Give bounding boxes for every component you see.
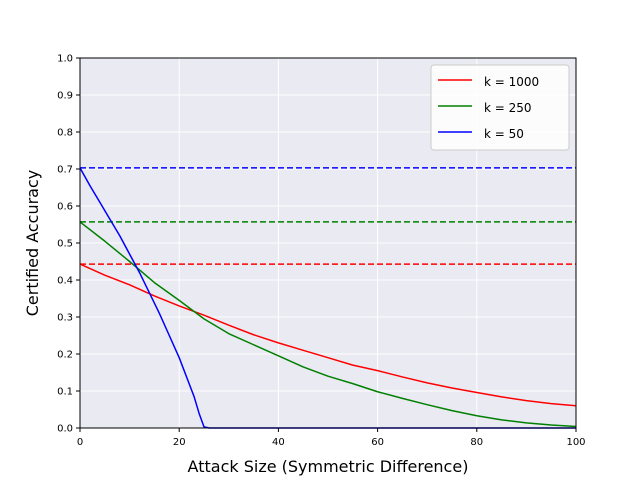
x-axis-label: Attack Size (Symmetric Difference) (188, 457, 469, 476)
x-axis-ticks: 0 20 40 60 80 100 (77, 428, 586, 448)
y-axis-ticks: 0.0 0.1 0.2 0.3 0.4 0.5 0.6 0.7 0.8 0.9 1.0 (57, 54, 80, 435)
y-axis-label: Certified Accuracy (23, 170, 42, 317)
y-tick-label: 0.3 (57, 313, 73, 324)
y-tick-label: 0.0 (57, 424, 73, 435)
series-lines (79, 167, 577, 429)
legend-box (430, 64, 570, 151)
x-tick-label: 100 (566, 437, 585, 448)
legend-label-2: k = 50 (484, 127, 524, 141)
y-tick-label: 0.9 (57, 91, 73, 102)
series-line-1 (79, 221, 577, 428)
series-line-0 (79, 263, 577, 407)
y-tick-label: 0.5 (57, 239, 73, 250)
baseline-lines (80, 167, 576, 265)
legend-label-0: k = 1000 (484, 75, 539, 89)
y-tick-label: 0.8 (57, 128, 73, 139)
y-tick-label: 0.1 (57, 387, 73, 398)
x-tick-label: 60 (371, 437, 384, 448)
y-tick-label: 1.0 (57, 54, 73, 65)
x-tick-label: 20 (173, 437, 186, 448)
y-tick-label: 0.2 (57, 350, 73, 361)
legend-label-1: k = 250 (484, 101, 532, 115)
x-tick-label: 80 (470, 437, 483, 448)
series-line-2 (79, 167, 576, 429)
x-tick-label: 40 (272, 437, 285, 448)
y-tick-label: 0.6 (57, 202, 73, 213)
y-tick-label: 0.4 (57, 276, 73, 287)
x-tick-label: 0 (77, 437, 83, 448)
y-tick-label: 0.7 (57, 165, 73, 176)
legend: k = 1000 k = 250 k = 50 (430, 64, 570, 151)
